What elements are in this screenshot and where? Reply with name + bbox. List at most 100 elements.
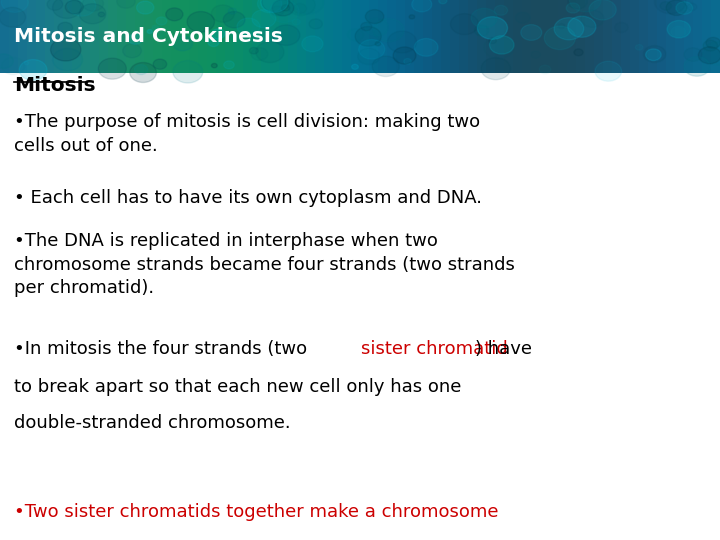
Circle shape [153,59,167,69]
Bar [189,0,198,73]
Circle shape [581,10,604,27]
Circle shape [1,0,28,12]
Bar [513,0,522,73]
Text: Mitosis and Cytokinesis: Mitosis and Cytokinesis [14,27,283,46]
Circle shape [156,17,167,25]
Bar [171,0,180,73]
Circle shape [373,18,404,42]
Circle shape [568,16,596,37]
Bar [576,0,585,73]
Bar [477,0,486,73]
Circle shape [122,44,141,58]
Circle shape [489,38,497,44]
Circle shape [355,26,382,46]
Circle shape [173,36,193,51]
Bar [468,0,477,73]
Bar [621,0,630,73]
Bar [18,0,27,73]
Circle shape [293,4,307,14]
Circle shape [351,64,359,69]
Bar [342,0,351,73]
Circle shape [47,0,63,10]
Circle shape [271,6,284,16]
Circle shape [544,26,575,50]
Circle shape [451,14,479,35]
Circle shape [0,8,25,27]
Circle shape [130,63,156,83]
Circle shape [261,0,288,12]
Text: •In mitosis the four strands (two: •In mitosis the four strands (two [14,340,313,358]
Circle shape [262,0,289,12]
Bar [612,0,621,73]
Bar [180,0,189,73]
Circle shape [223,11,245,28]
Bar [693,0,702,73]
Circle shape [481,58,510,80]
Circle shape [516,12,530,23]
Bar [135,0,144,73]
Circle shape [361,22,372,31]
Circle shape [687,3,697,10]
Circle shape [471,8,498,28]
Circle shape [375,42,381,46]
Bar [9,0,18,73]
Circle shape [237,18,260,35]
Bar [225,0,234,73]
Circle shape [212,63,217,68]
Bar [198,0,207,73]
Circle shape [302,36,323,52]
Circle shape [66,1,84,14]
Bar [306,0,315,73]
Circle shape [273,25,300,45]
Text: sister chromatid: sister chromatid [361,340,508,358]
Bar [234,0,243,73]
Circle shape [252,10,276,28]
Circle shape [531,51,541,58]
Circle shape [147,30,153,33]
Circle shape [99,12,104,17]
Bar [270,0,279,73]
Bar [144,0,153,73]
Circle shape [438,0,447,4]
Circle shape [615,23,628,32]
Bar [702,0,711,73]
Bar [45,0,54,73]
Bar [288,0,297,73]
Circle shape [570,0,601,12]
Circle shape [58,22,73,33]
Circle shape [228,8,236,14]
Bar [432,0,441,73]
Circle shape [404,58,411,64]
Circle shape [224,61,234,69]
Circle shape [19,59,47,80]
Bar [657,0,666,73]
Bar [405,0,414,73]
Circle shape [558,24,564,29]
Bar [441,0,450,73]
Bar [81,0,90,73]
Circle shape [387,31,417,53]
Circle shape [99,58,126,79]
Bar [450,0,459,73]
Circle shape [208,38,219,46]
Circle shape [554,18,584,40]
Circle shape [117,0,135,8]
Circle shape [412,0,432,12]
Circle shape [635,44,643,50]
Circle shape [568,0,588,9]
Circle shape [212,29,225,39]
Bar [603,0,612,73]
Circle shape [1,57,24,75]
Bar [378,0,387,73]
Circle shape [249,48,258,54]
Bar [504,0,513,73]
Bar [279,0,288,73]
Circle shape [409,15,415,19]
Circle shape [359,39,384,59]
Circle shape [50,38,81,61]
Bar [126,0,135,73]
Bar [630,0,639,73]
Circle shape [698,47,720,64]
Circle shape [293,0,323,14]
Bar [261,0,270,73]
